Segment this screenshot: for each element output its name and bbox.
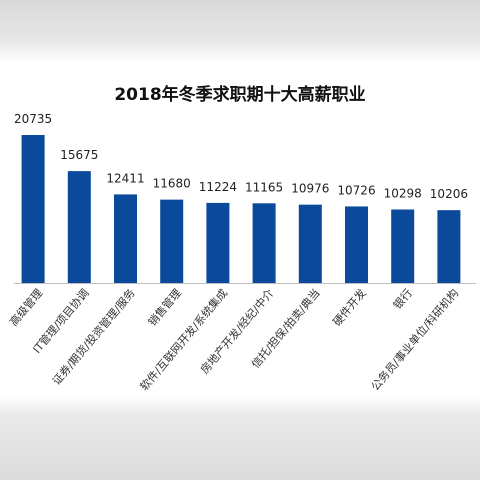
data-label: 11224 [199, 180, 237, 194]
bar [21, 135, 45, 283]
x-tick-label: 高级管理 [6, 286, 45, 329]
x-tick-label: 银行 [390, 286, 415, 312]
data-label: 12411 [106, 171, 144, 185]
bar [391, 209, 415, 283]
data-label: 11165 [245, 180, 283, 194]
x-tick-label: 证券/期货/投资管理/服务 [49, 286, 138, 388]
x-tick-label: 软件/互联网开发/系统集成 [137, 286, 230, 393]
data-label: 11680 [153, 177, 191, 191]
data-label: 10298 [384, 186, 422, 200]
bar [114, 194, 137, 283]
bar [67, 171, 91, 283]
bar [252, 203, 276, 283]
x-tick-label: 硬件开发 [330, 286, 369, 329]
bar [206, 202, 230, 283]
x-tick-label: 公务员/事业单位/科研机构 [368, 286, 461, 393]
data-label: 10726 [337, 183, 375, 197]
data-label: 15675 [60, 148, 98, 162]
bar [437, 210, 461, 283]
data-label: 10976 [291, 182, 329, 196]
bar [298, 204, 322, 283]
x-tick-label: 销售管理 [145, 286, 184, 329]
data-label: 10206 [430, 187, 468, 201]
data-label: 20735 [14, 112, 52, 126]
bar [160, 199, 184, 283]
bar [345, 206, 368, 283]
chart-title: 2018年冬季求职期十大高薪职业 [114, 85, 366, 105]
